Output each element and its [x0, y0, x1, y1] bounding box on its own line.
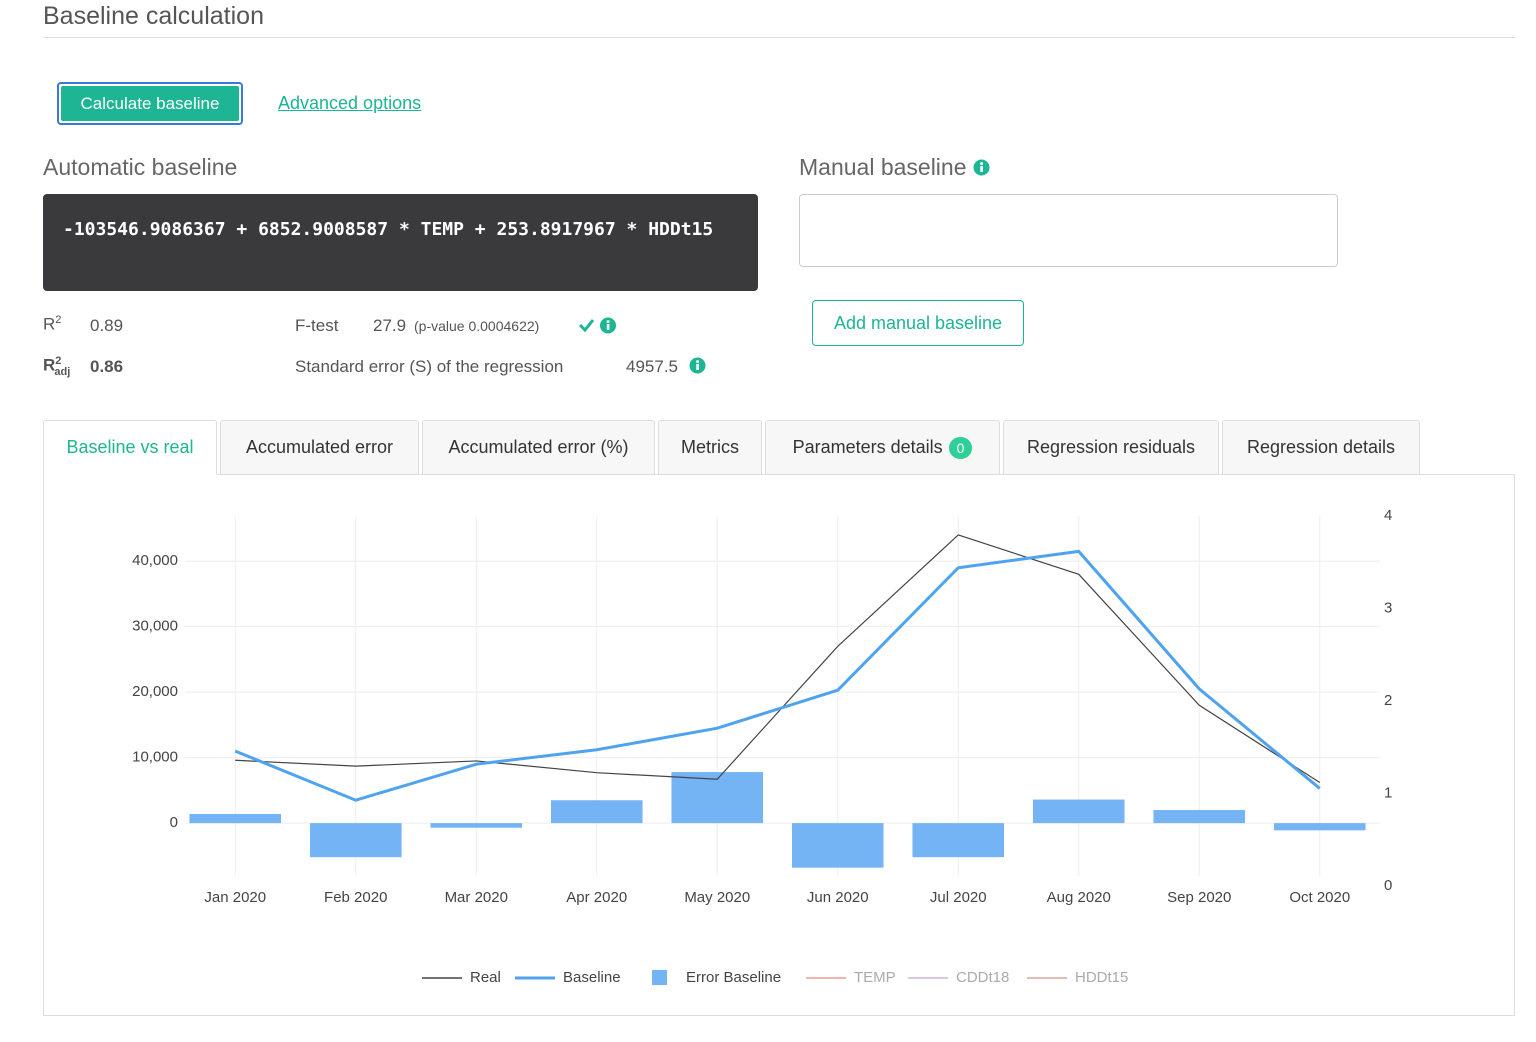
badge: 0 [948, 436, 973, 459]
manual-title: Manual baseline [799, 154, 990, 181]
bar [1032, 799, 1125, 824]
x-tick-label: Feb 2020 [324, 889, 387, 906]
legend-swatch [652, 970, 667, 985]
x-tick-label: Apr 2020 [566, 889, 627, 906]
ftest-label: F-test [295, 316, 339, 335]
bar [309, 823, 402, 858]
x-tick-label: May 2020 [684, 889, 750, 906]
bar [791, 823, 884, 868]
x-tick-label: Sep 2020 [1167, 889, 1231, 906]
x-tick-label: Oct 2020 [1289, 889, 1350, 906]
r2adj-sub: adj [54, 366, 71, 379]
divider [43, 37, 1515, 38]
legend-label: CDDt18 [956, 969, 1009, 986]
x-tick-label: Jan 2020 [204, 889, 266, 906]
y-tick-label: 0 [170, 814, 178, 831]
info-icon[interactable] [973, 159, 990, 176]
ftest-note: (p-value 0.0004622) [414, 318, 540, 334]
bar [912, 823, 1005, 858]
bar [189, 813, 282, 824]
r2-r: R [43, 314, 56, 334]
r2adj-value: 0.86 [90, 357, 124, 376]
tab[interactable]: Accumulated error [220, 420, 419, 475]
bar [1153, 810, 1246, 824]
x-tick-label: Jul 2020 [930, 889, 987, 906]
y-tick-label: 30,000 [132, 618, 178, 635]
r2-value: 0.89 [90, 316, 124, 335]
r2adj-sup: 2 [55, 355, 62, 367]
manual-input[interactable] [799, 194, 1338, 267]
y-tick-label: 20,000 [132, 683, 178, 700]
y2-tick-label: 1 [1384, 784, 1392, 801]
stderr-label: Standard error (S) of the regression [295, 357, 564, 376]
tab[interactable]: Baseline vs real [43, 420, 217, 475]
tab[interactable]: Metrics [658, 420, 762, 475]
manual-title-text: Manual baseline [799, 154, 967, 180]
y2-tick-label: 0 [1384, 877, 1392, 894]
y-tick-label: 40,000 [132, 552, 178, 569]
y2-tick-label: 4 [1384, 507, 1392, 524]
tab-label[interactable]: Parameters details [792, 437, 943, 457]
legend-label: TEMP [854, 969, 896, 986]
x-tick-label: Mar 2020 [445, 889, 508, 906]
calculate-button[interactable]: Calculate baseline [57, 82, 243, 125]
r2-sup: 2 [55, 314, 62, 326]
r2adj-r: R [43, 355, 56, 375]
x-tick-label: Jun 2020 [807, 889, 869, 906]
ftest-icons [578, 317, 616, 334]
bar [671, 772, 764, 824]
add-manual-button[interactable]: Add manual baseline [812, 300, 1024, 346]
y-tick-label: 10,000 [132, 749, 178, 766]
page-title: Baseline calculation [43, 2, 264, 30]
line [234, 549, 1321, 802]
legend-label: Baseline [563, 969, 621, 986]
r2adj-symbol: R2adj [43, 355, 70, 378]
automatic-title: Automatic baseline [43, 154, 238, 180]
legend-label: Real [470, 969, 501, 986]
x-tick-label: Aug 2020 [1047, 889, 1111, 906]
tab[interactable]: Parameters details 0 [765, 420, 1000, 475]
info-icon[interactable] [689, 357, 706, 374]
tab[interactable]: Regression details [1222, 420, 1420, 475]
legend-label: Error Baseline [686, 969, 781, 986]
bar [430, 823, 523, 828]
bar [550, 800, 643, 824]
tab[interactable]: Accumulated error (%) [422, 420, 655, 475]
r2-symbol: R2 [43, 314, 61, 335]
line [235, 534, 1321, 784]
bar [1273, 823, 1366, 831]
ftest-value: 27.9 [373, 316, 407, 335]
advanced-link[interactable]: Advanced options [278, 93, 422, 113]
stderr-value: 4957.5 [626, 357, 678, 376]
tab[interactable]: Regression residuals [1003, 420, 1219, 475]
y2-tick-label: 3 [1384, 599, 1392, 616]
y2-tick-label: 2 [1384, 692, 1392, 709]
formula: -103546.9086367 + 6852.9008587 * TEMP + … [43, 194, 758, 291]
calculate-label[interactable]: Calculate baseline [61, 86, 239, 121]
legend-label: HDDt15 [1075, 969, 1128, 986]
